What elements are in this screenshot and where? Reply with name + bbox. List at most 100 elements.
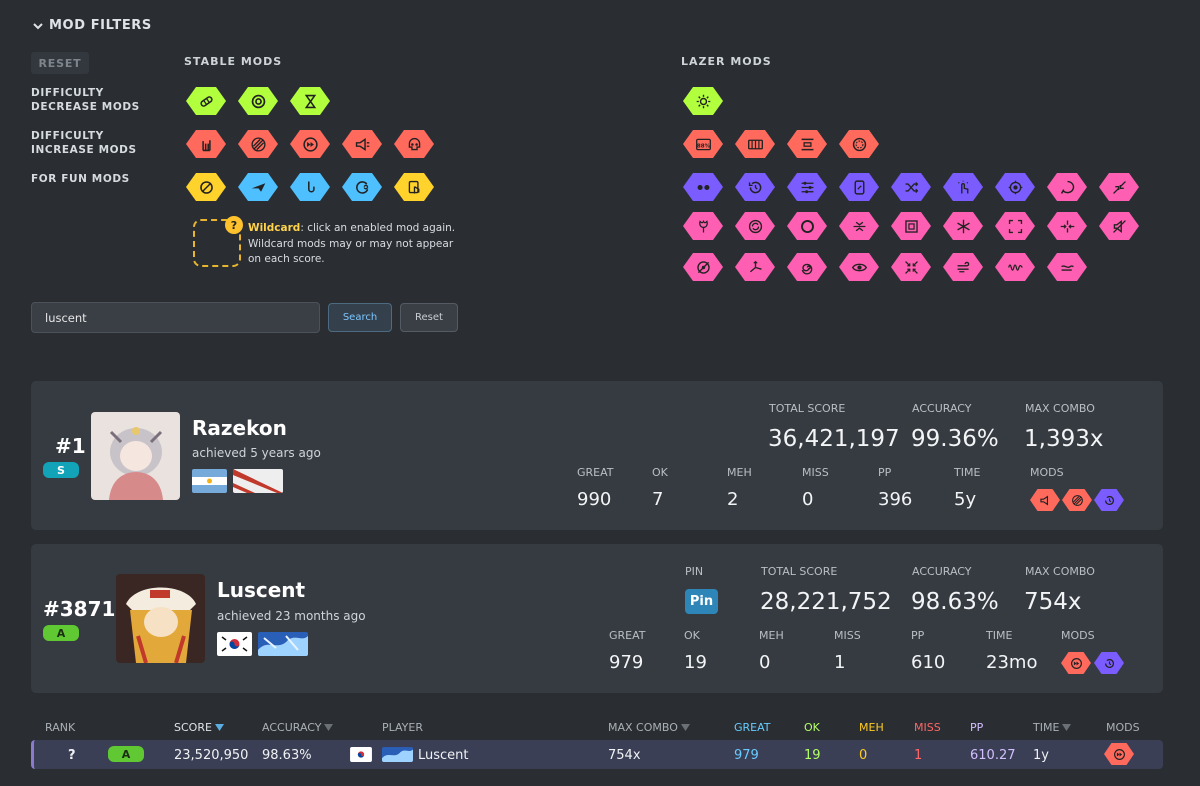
svg-text:88%: 88% [696,143,710,149]
lazer-mods-heading: LAZER MODS [681,55,772,68]
lazer-mod-deflate[interactable] [787,212,827,240]
stripes-icon [250,136,266,152]
lazer-mod-barrel-roll[interactable] [995,212,1035,240]
card2-ok-label: OK [684,629,700,642]
card1-mod-hidden[interactable] [1030,489,1060,511]
row-meh: 0 [859,748,868,763]
card2-mod-classic[interactable] [1094,652,1124,674]
lazer-mod-strict-tracking[interactable] [839,130,879,158]
lazer-mod-adaptive-speed[interactable] [839,253,879,281]
fast-forward-icon [1070,657,1082,669]
mod-half-time[interactable] [290,87,330,115]
th-score[interactable]: SCORE [174,721,224,734]
history-icon [1104,495,1114,505]
sort-desc-icon [214,724,224,731]
lazer-mod-wind-down[interactable] [891,212,931,240]
mod-flashlight[interactable] [394,130,434,158]
card1-mod-classic[interactable] [1094,489,1124,511]
search-input[interactable] [31,302,320,333]
score-card-personal[interactable] [31,544,1163,693]
lazer-mod-magnetised[interactable] [735,253,775,281]
wildcard-line1: : click an enabled mod again. [300,222,456,234]
mod-filters-toggle[interactable]: MOD FILTERS [32,18,152,33]
lazer-mod-freeze-frame[interactable] [891,253,931,281]
th-rank: RANK [45,721,76,734]
lazer-mod-hold-off[interactable] [735,130,775,158]
mod-spun-out[interactable] [342,173,382,201]
hook-icon [307,181,315,192]
lazer-mod-no-scope[interactable] [683,253,723,281]
card1-total-score-label: TOTAL SCORE [769,402,846,415]
th-max-combo[interactable]: MAX COMBO [608,721,690,734]
lazer-mod-difficulty-adjust[interactable] [787,173,827,201]
th-miss: MISS [914,721,941,734]
lazer-mod-accuracy-challenge[interactable]: 88% [683,130,723,158]
lazer-mod-traceable[interactable] [943,212,983,240]
mod-filters-title: MOD FILTERS [49,18,152,33]
lazer-mod-spin-in[interactable] [683,212,723,240]
lazer-mod-classic[interactable] [735,173,775,201]
card2-player-name[interactable]: Luscent [217,578,306,602]
lazer-mod-target-practice[interactable] [683,173,723,201]
score-card-top[interactable] [31,381,1163,530]
lazer-mod-alternate[interactable] [943,173,983,201]
row-player[interactable]: Luscent [418,748,469,763]
lazer-mod-wiggle[interactable] [1099,173,1139,201]
search-reset-button[interactable]: Reset [400,303,458,332]
lazer-mod-cover[interactable] [787,130,827,158]
mod-hidden[interactable] [342,130,382,158]
th-max-combo-label: MAX COMBO [608,721,678,734]
arrows-out-icon [749,260,762,272]
history-icon [748,181,761,193]
card1-max-combo: 1,393x [1024,426,1104,452]
pin-button[interactable]: Pin [685,589,718,614]
card2-mod-double-time[interactable] [1061,652,1091,674]
lazer-mod-muted[interactable] [1099,212,1139,240]
card1-avatar[interactable] [91,412,180,500]
mod-no-mod[interactable] [186,173,226,201]
tap-icon [957,180,968,193]
lazer-mod-bubbles[interactable] [943,253,983,281]
lazer-mod-approach-different[interactable] [1047,212,1087,240]
lazer-mod-daycore[interactable] [683,87,723,115]
row-flag-south-korea-icon [350,747,372,762]
card2-avatar[interactable] [116,574,205,663]
table-row[interactable] [31,740,1163,769]
lazer-mod-transform[interactable] [1047,173,1087,201]
touch-icon [408,180,419,193]
snowflake-icon [956,219,970,233]
lazer-mod-depth[interactable] [1047,253,1087,281]
mod-touch-device[interactable] [394,173,434,201]
eye-icon [851,263,867,271]
mod-autopilot[interactable] [238,173,278,201]
lazer-mod-synesthesia[interactable] [995,253,1035,281]
card2-time-label: TIME [986,629,1013,642]
mod-double-time[interactable] [290,130,330,158]
card1-mod-sudden-death[interactable] [1062,489,1092,511]
row-mod-double-time[interactable] [1104,743,1134,765]
mod-sudden-death[interactable] [238,130,278,158]
lazer-mod-wind-up[interactable] [839,212,879,240]
th-time[interactable]: TIME [1033,721,1072,734]
mod-no-fail[interactable] [238,87,278,115]
th-great: GREAT [734,721,771,734]
mod-relax[interactable] [290,173,330,201]
stripes-icon [1071,494,1083,506]
difficulty-decrease-label: DIFFICULTY DECREASE MODS [31,87,140,113]
card2-max-combo-label: MAX COMBO [1025,565,1095,578]
wave-icon [1007,263,1023,271]
mod-hard-rock[interactable] [186,130,226,158]
mod-reset-button[interactable]: RESET [31,52,89,74]
th-pp: PP [970,721,984,734]
lazer-mod-grow[interactable] [735,212,775,240]
card1-time-value: 5y [954,489,977,510]
lazer-mod-repel[interactable] [787,253,827,281]
lazer-mod-random[interactable] [891,173,931,201]
lazer-mod-mirror[interactable] [839,173,879,201]
mod-easy[interactable] [186,87,226,115]
lazer-mod-single-tap[interactable] [995,173,1035,201]
card1-player-name[interactable]: Razekon [192,416,287,440]
search-button[interactable]: Search [328,303,392,332]
th-accuracy[interactable]: ACCURACY [262,721,334,734]
row-accuracy: 98.63% [262,748,312,763]
